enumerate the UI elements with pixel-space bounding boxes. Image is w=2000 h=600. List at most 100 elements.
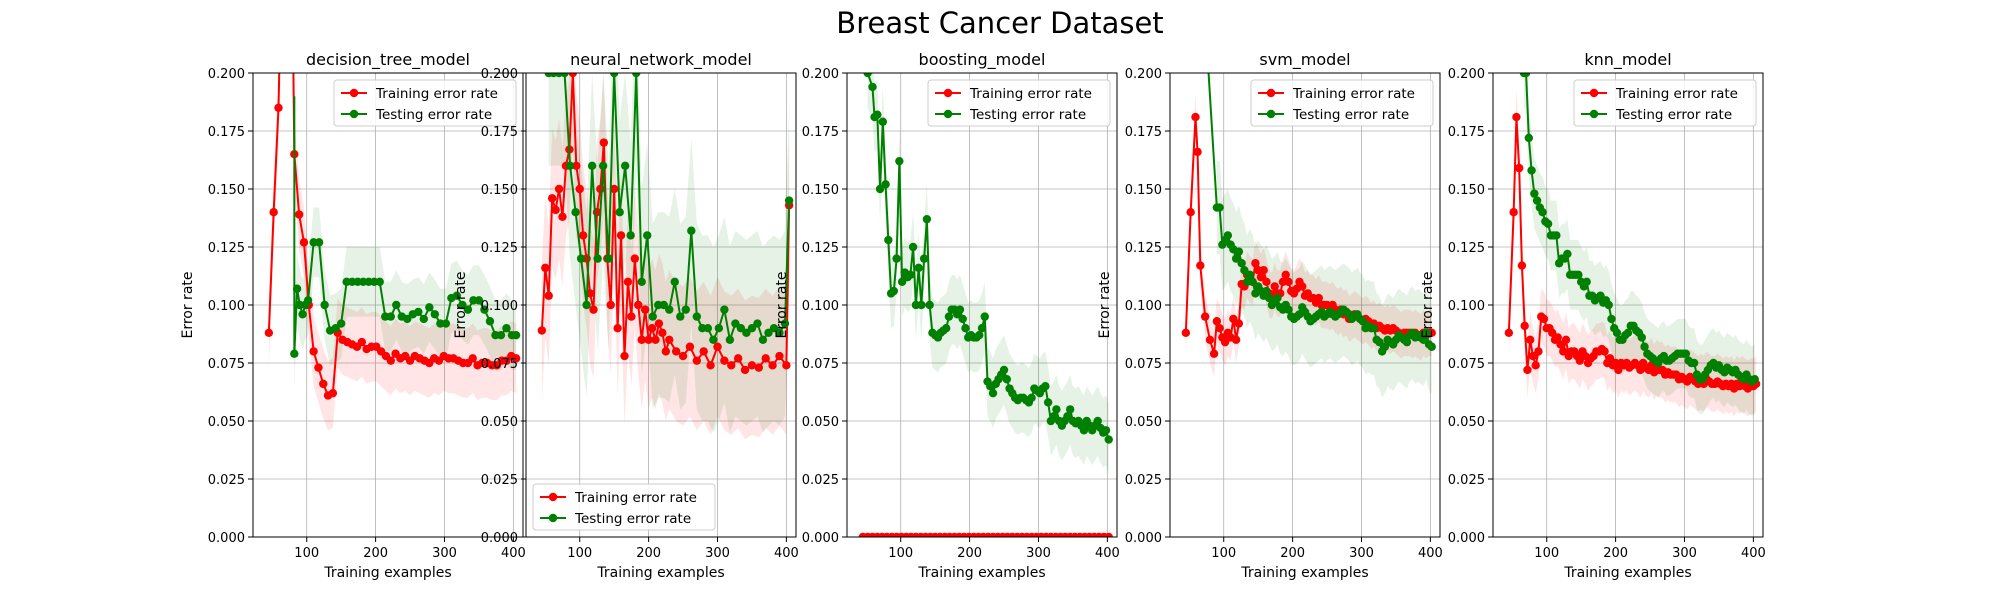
marker-testing-error-rate [485,317,495,326]
marker-testing-error-rate [1240,266,1249,275]
marker-training-error-rate [1525,335,1535,344]
legend-label-training-error-rate: Training error rate [1292,86,1415,102]
marker-testing-error-rate [430,310,440,319]
marker-testing-error-rate [560,73,569,78]
marker-training-error-rate [699,347,708,356]
marker-training-error-rate [1220,337,1230,347]
plot-area [264,73,521,431]
marker-training-error-rate [1539,314,1549,324]
band-training-error-rate [1185,93,1432,377]
marker-testing-error-rate [1532,196,1542,205]
x-tick-label: 400 [1741,546,1766,561]
panel-decision_tree_model: 0.000 0.025 0.050 0.075 0.100 0.125 0.150 0.175… [180,50,526,581]
x-tick-label: 200 [957,546,982,561]
plot-area [858,73,1113,537]
marker-testing-error-rate [676,312,685,321]
y-tick-label: 0.100 [481,299,518,314]
marker-training-error-rate [630,254,640,263]
marker-testing-error-rate [474,296,484,305]
marker-testing-error-rate [336,319,346,328]
marker-testing-error-rate [320,300,329,310]
legend-box [927,79,1111,127]
marker-training-error-rate [1614,365,1623,375]
marker-training-error-rate [1200,312,1210,321]
marker-training-error-rate [620,351,629,361]
marker-training-error-rate [671,347,681,356]
x-tick-label: 300 [432,546,457,561]
marker-testing-error-rate [1369,324,1379,333]
y-tick-label: 0.125 [208,241,245,256]
marker-training-error-rate [541,263,550,273]
marker-testing-error-rate [753,319,762,328]
legend: Training error rate Testing error rate [1250,79,1434,127]
y-tick-label: 0.150 [208,183,245,198]
marker-training-error-rate [1281,270,1290,280]
y-tick-label: 0.200 [208,67,245,82]
marker-training-error-rate [575,184,584,194]
marker-testing-error-rate [780,319,790,328]
x-tick-label: 300 [705,546,730,561]
marker-training-error-rate [1528,351,1538,361]
marker-training-error-rate [727,361,736,370]
marker-testing-error-rate [878,117,888,126]
axes-frame [525,72,797,538]
y-tick-label: 0.075 [208,357,245,372]
y-tick-label: 0.150 [1448,183,1485,198]
marker-testing-error-rate [1530,189,1539,198]
marker-testing-error-rate [1574,270,1583,280]
marker-training-error-rate [634,300,643,310]
marker-testing-error-rate [1093,416,1102,426]
marker-testing-error-rate [665,305,674,314]
marker-testing-error-rate [502,324,511,333]
marker-training-error-rate [386,356,395,365]
y-tick-label: 0.000 [481,531,518,546]
marker-training-error-rate [606,300,615,310]
marker-testing-error-rate [496,330,506,340]
marker-testing-error-rate [1245,270,1255,280]
marker-testing-error-rate [863,73,872,78]
marker-testing-error-rate [1237,259,1246,268]
legend-marker-testing-error-rate [1266,109,1276,119]
y-tick-label: 0.050 [1448,415,1485,430]
marker-testing-error-rate [1524,133,1534,143]
y-tick-label: 0.050 [481,415,518,430]
axes-frame [1169,72,1441,538]
marker-testing-error-rate [1104,435,1113,444]
marker-testing-error-rate [593,254,602,263]
legend-box [1573,79,1757,127]
y-tick-label: 0.100 [1448,299,1485,314]
marker-training-error-rate [264,328,274,338]
marker-testing-error-rate [1248,277,1257,286]
marker-testing-error-rate [881,180,890,189]
legend: Training error rate Testing error rate [532,483,716,531]
legend-marker-training-error-rate [1589,88,1599,98]
marker-training-error-rate [1270,282,1279,291]
marker-testing-error-rate [977,324,987,333]
marker-testing-error-rate [944,312,954,321]
marker-testing-error-rate [1527,166,1536,175]
marker-testing-error-rate [1427,342,1436,351]
panel-title: neural_network_model [570,50,752,70]
marker-testing-error-rate [914,263,923,273]
marker-training-error-rate [1298,282,1307,291]
marker-training-error-rate [651,335,660,344]
marker-training-error-rate [1548,328,1557,338]
marker-testing-error-rate [1521,73,1531,78]
marker-training-error-rate [640,305,650,314]
marker-training-error-rate [1209,349,1219,358]
marker-testing-error-rate [298,310,307,319]
y-tick-label: 0.150 [802,183,839,198]
x-tick-label: 400 [774,546,799,561]
marker-training-error-rate [1531,361,1540,370]
marker-testing-error-rate [587,161,597,170]
y-tick-label: 0.125 [802,241,839,256]
marker-testing-error-rate [1681,349,1691,358]
x-tick-label: 200 [1280,546,1305,561]
y-tick-label: 0.100 [208,299,245,314]
panel-title: svm_model [1259,50,1350,70]
marker-testing-error-rate [1027,393,1036,402]
legend-marker-training-error-rate [943,88,953,98]
marker-testing-error-rate [742,328,751,338]
y-tick-label: 0.125 [1125,241,1162,256]
marker-testing-error-rate [703,324,713,333]
